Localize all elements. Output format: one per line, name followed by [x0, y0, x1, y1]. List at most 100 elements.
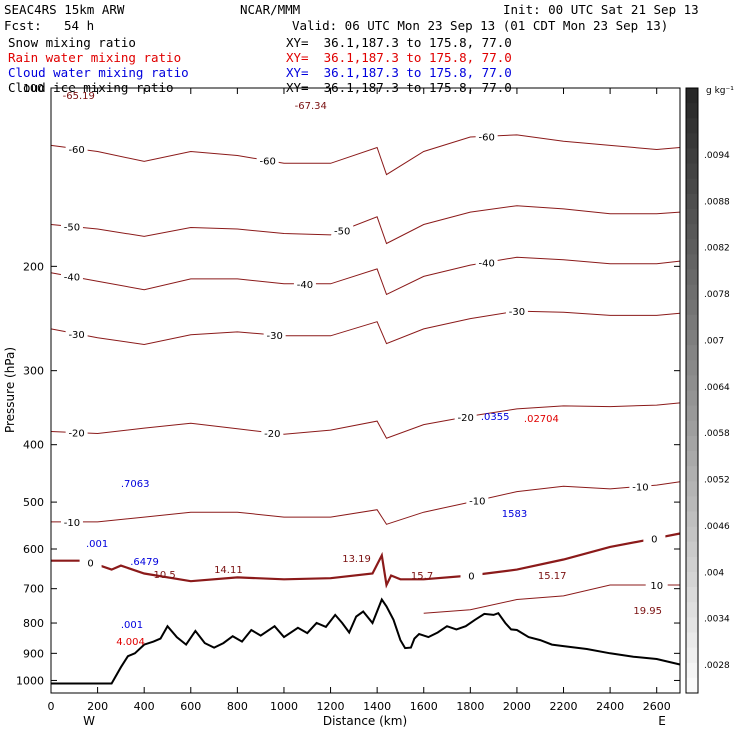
- org-label: NCAR/MMM: [240, 2, 301, 17]
- isotherm-label: -20: [458, 413, 474, 424]
- isotherm-label-bg: [454, 411, 477, 423]
- west-label: W: [83, 714, 95, 728]
- isotherm-label-bg: [79, 556, 102, 568]
- colorbar-label: .0046: [704, 522, 730, 532]
- isotherm-label-bg: [331, 224, 354, 236]
- colorbar-step: [686, 254, 698, 270]
- value-annotation: .001: [86, 539, 108, 550]
- colorbar-step: [686, 193, 698, 210]
- x-tick-label: 800: [227, 700, 248, 713]
- colorbar-label: .0078: [704, 290, 730, 300]
- value-annotation: 1583: [502, 509, 527, 520]
- colorbar-label: .0064: [704, 383, 730, 393]
- init-time: Init: 00 UTC Sat 21 Sep 13: [503, 2, 699, 17]
- isotherm-label-bg: [60, 515, 83, 527]
- value-annotation: 4.004: [116, 637, 145, 648]
- field-xy: XY= 36.1,187.3 to 175.8, 77.0: [286, 65, 512, 80]
- isotherm-label-bg: [263, 329, 286, 341]
- isotherm-label: 0: [651, 535, 657, 546]
- isotherm-line: [50, 310, 681, 346]
- y-tick-label: 400: [23, 439, 44, 452]
- isotherm-line: [50, 402, 681, 439]
- colorbar-step: [686, 602, 698, 618]
- isotherm-line: [50, 134, 681, 176]
- y-tick-label: 100: [23, 82, 44, 95]
- colorbar-step: [686, 451, 698, 467]
- colorbar-label: .007: [704, 336, 724, 346]
- value-annotation: 19.95: [633, 606, 662, 617]
- colorbar-label: .0094: [704, 151, 730, 161]
- colorbar-step: [686, 390, 698, 407]
- colorbar-step: [686, 133, 698, 149]
- colorbar-step: [686, 587, 698, 603]
- isotherm-line: [51, 481, 681, 525]
- isotherm-label: 0: [87, 558, 93, 569]
- isotherm-label: -40: [64, 273, 80, 284]
- isotherm-label-bg: [60, 220, 83, 232]
- value-annotation: .6479: [130, 557, 159, 568]
- colorbar-step: [686, 330, 698, 346]
- y-tick-label: 900: [23, 647, 44, 660]
- isotherm-label: -10: [632, 482, 648, 493]
- x-tick-label: 200: [87, 700, 108, 713]
- x-tick-label: 1600: [410, 700, 438, 713]
- colorbar-step: [686, 345, 698, 361]
- field-xy: XY= 36.1,187.3 to 175.8, 77.0: [286, 35, 512, 50]
- isotherm-label-bg: [629, 480, 652, 492]
- x-tick-label: 400: [134, 700, 155, 713]
- minimum-label: -67.34: [295, 101, 327, 112]
- colorbar-step: [686, 118, 698, 134]
- colorbar: .0094 .0088 .0082 .0078 .007 .0064 .0058 .0052.…: [685, 87, 730, 694]
- x-tick-label: 1800: [456, 700, 484, 713]
- colorbar-step: [686, 496, 698, 512]
- colorbar-step: [686, 572, 698, 588]
- colorbar-step: [686, 314, 698, 331]
- isotherm-label: -60: [478, 132, 494, 143]
- valid-time: Valid: 06 UTC Mon 23 Sep 13 (01 CDT Mon …: [292, 18, 669, 33]
- colorbar-step: [686, 375, 698, 391]
- isotherm-label-bg: [475, 130, 498, 142]
- isotherm-label-bg: [645, 578, 668, 590]
- isotherm-label-bg: [65, 142, 88, 154]
- y-tick-label: 1000: [16, 674, 44, 687]
- isotherm-label: -50: [334, 227, 350, 238]
- isotherm-label: -40: [478, 258, 494, 269]
- colorbar-step: [686, 239, 698, 255]
- isotherm-label: 0: [468, 571, 474, 582]
- isotherm-label: -10: [469, 497, 485, 508]
- isotherm-line: [50, 256, 681, 296]
- forecast-label: Fcst:: [4, 18, 42, 33]
- colorbar-step: [686, 299, 698, 316]
- x-tick-label: 1200: [317, 700, 345, 713]
- isotherm-label: -60: [259, 157, 275, 168]
- east-label: E: [658, 714, 666, 728]
- colorbar-step: [686, 420, 698, 437]
- colorbar-step: [686, 662, 698, 679]
- isotherm-label: -30: [509, 307, 525, 318]
- colorbar-step: [686, 677, 698, 694]
- colorbar-label: .0052: [704, 476, 730, 486]
- isotherm-label-bg: [65, 327, 88, 339]
- isotherm-label: -20: [264, 429, 280, 440]
- value-annotation: 15.7: [411, 571, 433, 582]
- colorbar-label: .0034: [704, 615, 730, 625]
- isotherm-label-bg: [256, 154, 279, 166]
- colorbar-step: [686, 556, 698, 573]
- colorbar-step: [686, 481, 698, 497]
- y-tick-label: 800: [23, 617, 44, 630]
- colorbar-step: [686, 269, 698, 286]
- colorbar-step: [686, 88, 698, 104]
- x-tick-label: 2000: [503, 700, 531, 713]
- colorbar-step: [686, 148, 698, 165]
- x-axis-label: Distance (km): [323, 714, 407, 728]
- value-annotation: .7063: [121, 479, 150, 490]
- isotherm-label: -40: [297, 280, 313, 291]
- isotherm-line: [51, 532, 681, 589]
- colorbar-label: .004: [704, 568, 724, 578]
- colorbar-label: .0082: [704, 244, 730, 254]
- colorbar-unit: g kg⁻¹: [706, 86, 734, 96]
- colorbar-frame: [685, 87, 699, 694]
- x-tick-label: 2400: [596, 700, 624, 713]
- value-annotation: .0355: [481, 412, 510, 423]
